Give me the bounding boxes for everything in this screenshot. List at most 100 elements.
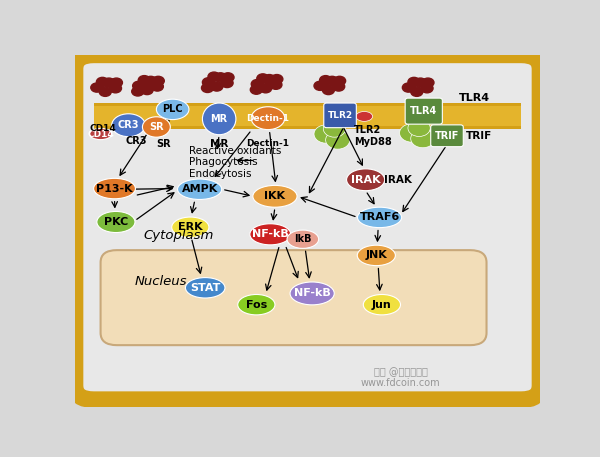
Text: IRAK: IRAK bbox=[384, 175, 412, 185]
Text: CR3: CR3 bbox=[125, 137, 147, 147]
Circle shape bbox=[97, 77, 109, 86]
Ellipse shape bbox=[157, 99, 189, 120]
Circle shape bbox=[322, 85, 334, 95]
Bar bbox=[94, 103, 521, 129]
Text: Jun: Jun bbox=[372, 300, 392, 310]
Circle shape bbox=[138, 75, 151, 85]
Circle shape bbox=[408, 77, 420, 86]
Circle shape bbox=[109, 84, 121, 93]
Circle shape bbox=[151, 82, 163, 91]
Text: NF-kB: NF-kB bbox=[252, 229, 289, 239]
Text: TLR2: TLR2 bbox=[328, 111, 353, 120]
Circle shape bbox=[263, 74, 275, 84]
Circle shape bbox=[411, 129, 435, 148]
Text: Nucleus: Nucleus bbox=[134, 275, 187, 288]
Circle shape bbox=[202, 78, 215, 87]
Ellipse shape bbox=[172, 217, 209, 238]
Ellipse shape bbox=[287, 230, 319, 249]
Ellipse shape bbox=[185, 277, 225, 298]
Text: CD14: CD14 bbox=[87, 129, 114, 138]
Ellipse shape bbox=[238, 294, 275, 315]
Ellipse shape bbox=[357, 245, 395, 266]
Circle shape bbox=[411, 87, 423, 96]
Circle shape bbox=[332, 82, 345, 91]
FancyBboxPatch shape bbox=[405, 98, 442, 124]
Ellipse shape bbox=[290, 282, 334, 305]
Ellipse shape bbox=[142, 117, 170, 137]
Text: Dectin-1: Dectin-1 bbox=[247, 138, 289, 148]
Circle shape bbox=[103, 78, 115, 87]
Text: P13-K: P13-K bbox=[96, 184, 133, 194]
Text: Dectin-1: Dectin-1 bbox=[247, 114, 289, 122]
Circle shape bbox=[415, 78, 427, 87]
Ellipse shape bbox=[253, 186, 297, 207]
Ellipse shape bbox=[202, 103, 236, 135]
Circle shape bbox=[408, 120, 430, 137]
Circle shape bbox=[99, 87, 111, 96]
Circle shape bbox=[403, 83, 415, 92]
Circle shape bbox=[222, 73, 234, 82]
Text: ERK: ERK bbox=[178, 222, 203, 232]
Text: TRAF6: TRAF6 bbox=[359, 213, 400, 223]
Circle shape bbox=[257, 74, 269, 83]
Circle shape bbox=[314, 81, 326, 90]
Circle shape bbox=[326, 131, 350, 149]
Circle shape bbox=[133, 81, 145, 90]
Ellipse shape bbox=[358, 207, 401, 228]
Text: TLR4: TLR4 bbox=[410, 106, 437, 116]
Ellipse shape bbox=[250, 224, 291, 245]
Circle shape bbox=[141, 85, 153, 95]
Text: Cytoplasm: Cytoplasm bbox=[144, 228, 214, 241]
Circle shape bbox=[211, 82, 223, 91]
Ellipse shape bbox=[347, 169, 385, 191]
Text: AMPK: AMPK bbox=[181, 184, 218, 194]
Text: CD14: CD14 bbox=[90, 124, 116, 133]
Circle shape bbox=[271, 74, 283, 84]
Text: PKC: PKC bbox=[104, 217, 128, 227]
Circle shape bbox=[251, 80, 263, 89]
Text: Fos: Fos bbox=[246, 300, 267, 310]
Text: MR: MR bbox=[210, 138, 229, 149]
Circle shape bbox=[323, 120, 346, 137]
Text: SR: SR bbox=[149, 122, 164, 132]
Text: NF-kB: NF-kB bbox=[294, 288, 331, 298]
Circle shape bbox=[215, 73, 227, 82]
Circle shape bbox=[270, 80, 282, 89]
Ellipse shape bbox=[94, 178, 136, 199]
Circle shape bbox=[422, 78, 434, 87]
Circle shape bbox=[221, 79, 233, 88]
Ellipse shape bbox=[178, 179, 222, 199]
Circle shape bbox=[400, 124, 424, 142]
Ellipse shape bbox=[251, 107, 285, 130]
Ellipse shape bbox=[112, 114, 145, 137]
Bar bbox=[94, 106, 521, 126]
Text: TRIF: TRIF bbox=[435, 131, 459, 141]
Ellipse shape bbox=[356, 112, 373, 122]
Ellipse shape bbox=[89, 128, 112, 140]
Circle shape bbox=[132, 87, 144, 96]
Text: STAT: STAT bbox=[190, 283, 220, 293]
Circle shape bbox=[152, 76, 164, 85]
Circle shape bbox=[145, 76, 157, 85]
Text: www.fdcoin.com: www.fdcoin.com bbox=[361, 378, 440, 388]
Text: CR3: CR3 bbox=[118, 120, 139, 130]
Circle shape bbox=[202, 83, 214, 92]
Text: IkB: IkB bbox=[294, 234, 311, 244]
FancyBboxPatch shape bbox=[431, 125, 463, 147]
Circle shape bbox=[110, 78, 122, 87]
Circle shape bbox=[421, 84, 433, 93]
Circle shape bbox=[260, 84, 272, 93]
Text: MR: MR bbox=[211, 114, 228, 124]
Text: TLR4: TLR4 bbox=[458, 93, 490, 103]
FancyBboxPatch shape bbox=[324, 103, 356, 128]
Circle shape bbox=[250, 85, 262, 94]
Circle shape bbox=[91, 83, 103, 92]
Circle shape bbox=[320, 75, 332, 85]
Circle shape bbox=[334, 76, 346, 85]
FancyBboxPatch shape bbox=[101, 250, 487, 345]
Text: 知乎 @食品放大镜: 知乎 @食品放大镜 bbox=[374, 367, 427, 377]
Text: PLC: PLC bbox=[163, 104, 183, 114]
Circle shape bbox=[326, 76, 338, 85]
Text: IKK: IKK bbox=[265, 191, 286, 201]
Text: JNK: JNK bbox=[365, 250, 387, 260]
